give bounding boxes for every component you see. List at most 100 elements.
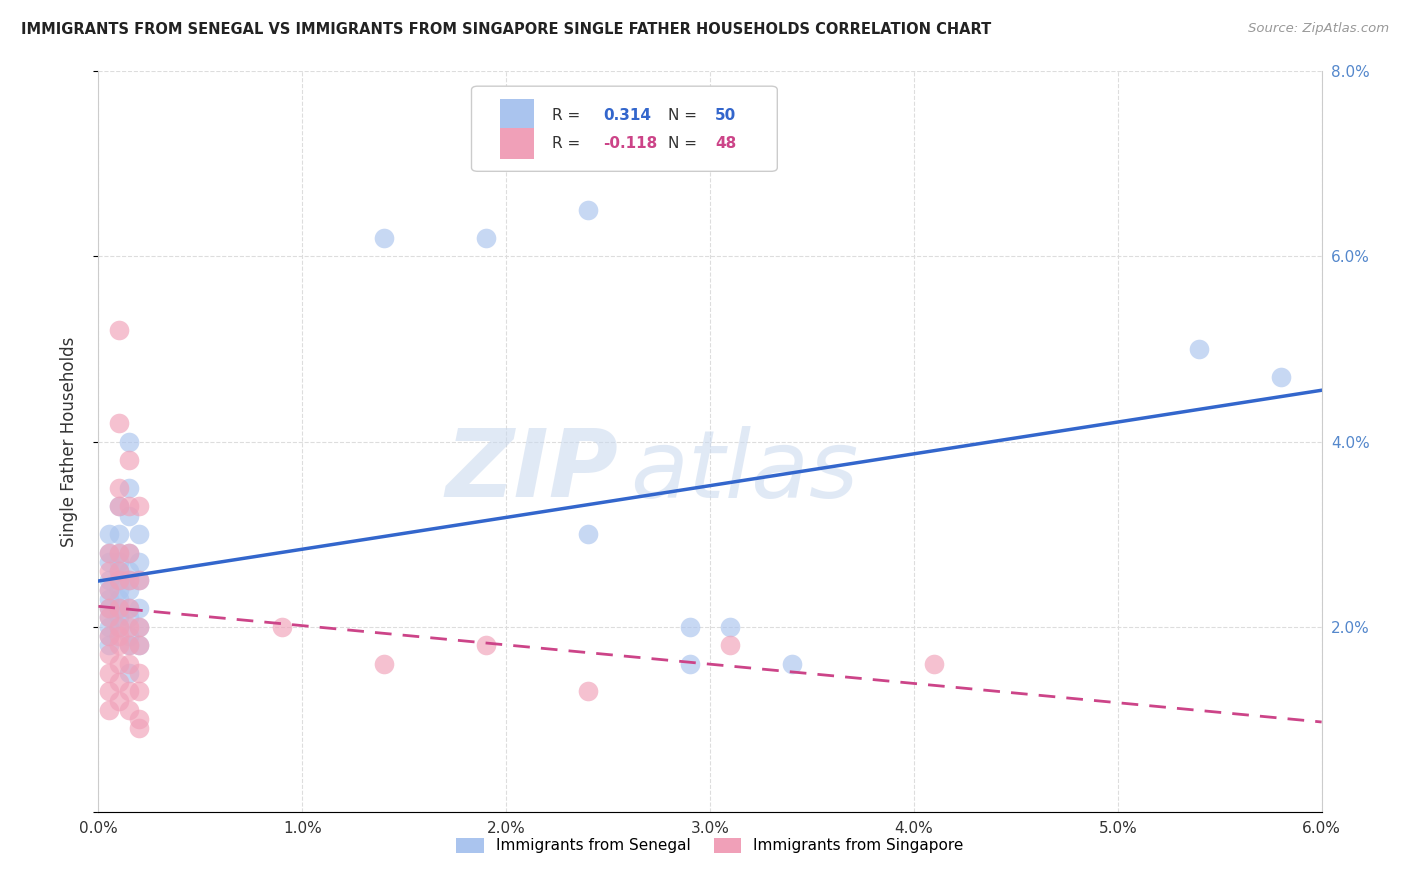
- Point: [97, 582, 120, 597]
- Point: [108, 582, 131, 597]
- Point: [108, 657, 131, 671]
- Text: Source: ZipAtlas.com: Source: ZipAtlas.com: [1249, 22, 1389, 36]
- Text: IMMIGRANTS FROM SENEGAL VS IMMIGRANTS FROM SINGAPORE SINGLE FATHER HOUSEHOLDS CO: IMMIGRANTS FROM SENEGAL VS IMMIGRANTS FR…: [21, 22, 991, 37]
- Point: [97, 591, 120, 606]
- Point: [97, 545, 120, 560]
- Point: [118, 638, 141, 652]
- Point: [108, 574, 131, 588]
- Point: [108, 601, 131, 615]
- Point: [128, 619, 150, 633]
- Text: N =: N =: [668, 108, 703, 122]
- Point: [97, 582, 120, 597]
- Point: [576, 684, 599, 698]
- Point: [108, 481, 131, 495]
- Point: [128, 500, 150, 514]
- Point: [97, 619, 120, 633]
- Point: [108, 619, 131, 633]
- Point: [118, 629, 141, 643]
- Point: [128, 574, 150, 588]
- Point: [97, 545, 120, 560]
- Point: [118, 508, 141, 523]
- Y-axis label: Single Father Households: Single Father Households: [59, 336, 77, 547]
- Point: [118, 703, 141, 717]
- Point: [118, 545, 141, 560]
- Point: [108, 619, 131, 633]
- Point: [118, 601, 141, 615]
- Point: [718, 638, 742, 652]
- Point: [780, 657, 803, 671]
- Point: [97, 601, 120, 615]
- Point: [128, 722, 150, 736]
- Point: [118, 582, 141, 597]
- Point: [108, 629, 131, 643]
- Point: [118, 619, 141, 633]
- Point: [128, 574, 150, 588]
- Point: [679, 657, 702, 671]
- Text: 48: 48: [714, 136, 737, 151]
- Point: [118, 657, 141, 671]
- FancyBboxPatch shape: [499, 128, 534, 159]
- Point: [108, 694, 131, 708]
- Point: [97, 638, 120, 652]
- Point: [108, 500, 131, 514]
- Point: [97, 527, 120, 541]
- Point: [128, 712, 150, 726]
- Text: 50: 50: [714, 108, 737, 122]
- Point: [128, 527, 150, 541]
- Text: R =: R =: [553, 136, 585, 151]
- Point: [108, 527, 131, 541]
- Point: [108, 601, 131, 615]
- Point: [576, 527, 599, 541]
- Point: [373, 657, 395, 671]
- Point: [128, 638, 150, 652]
- Point: [118, 638, 141, 652]
- Point: [118, 564, 141, 578]
- Text: atlas: atlas: [630, 425, 859, 516]
- Point: [128, 665, 150, 680]
- Point: [922, 657, 945, 671]
- Point: [118, 574, 141, 588]
- Text: -0.118: -0.118: [603, 136, 658, 151]
- Point: [118, 453, 141, 467]
- Point: [270, 619, 292, 633]
- Point: [118, 481, 141, 495]
- Point: [474, 231, 498, 245]
- Point: [97, 665, 120, 680]
- Point: [97, 629, 120, 643]
- Point: [1188, 342, 1211, 356]
- Point: [97, 555, 120, 569]
- Point: [128, 619, 150, 633]
- Point: [128, 601, 150, 615]
- Point: [128, 555, 150, 569]
- Point: [118, 500, 141, 514]
- Point: [1270, 369, 1292, 384]
- Point: [128, 638, 150, 652]
- Point: [128, 684, 150, 698]
- Point: [97, 703, 120, 717]
- Text: 0.314: 0.314: [603, 108, 651, 122]
- Point: [118, 684, 141, 698]
- Point: [97, 564, 120, 578]
- Point: [108, 638, 131, 652]
- Point: [118, 601, 141, 615]
- Point: [108, 675, 131, 690]
- Point: [118, 665, 141, 680]
- Point: [108, 564, 131, 578]
- Text: N =: N =: [668, 136, 703, 151]
- Text: ZIP: ZIP: [446, 425, 619, 517]
- Point: [108, 574, 131, 588]
- Point: [373, 231, 395, 245]
- Point: [108, 564, 131, 578]
- Point: [108, 500, 131, 514]
- Point: [97, 629, 120, 643]
- Text: R =: R =: [553, 108, 585, 122]
- Point: [679, 619, 702, 633]
- Point: [97, 684, 120, 698]
- Point: [97, 610, 120, 624]
- Point: [108, 416, 131, 430]
- Point: [97, 610, 120, 624]
- Legend: Immigrants from Senegal, Immigrants from Singapore: Immigrants from Senegal, Immigrants from…: [450, 831, 970, 860]
- Point: [97, 601, 120, 615]
- Point: [108, 610, 131, 624]
- Point: [118, 610, 141, 624]
